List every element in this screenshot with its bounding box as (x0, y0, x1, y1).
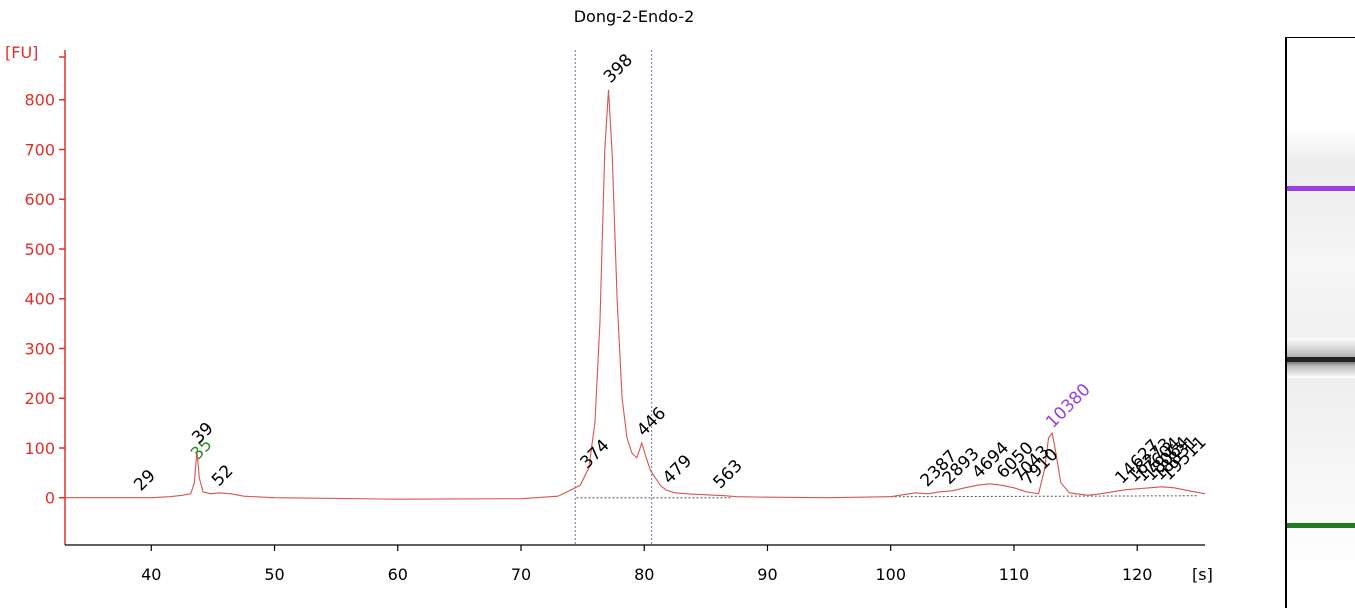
region-lines (575, 50, 651, 545)
peak-label: 374 (576, 436, 613, 473)
x-tick-label: 70 (511, 565, 531, 584)
x-tick-label: 50 (264, 565, 284, 584)
x-tick-label: 90 (757, 565, 777, 584)
x-axis-label: [s] (1192, 565, 1213, 584)
peak-label: 563 (710, 456, 747, 493)
gel-marker-low-band (1287, 523, 1355, 528)
chart-title: Dong-2-Endo-2 (574, 7, 695, 26)
y-tick-label: 700 (24, 140, 55, 159)
y-tick-label: 200 (24, 389, 55, 408)
y-tick-label: 0 (45, 489, 55, 508)
gel-marker-high-band (1287, 186, 1355, 191)
x-tick-label: 120 (1122, 565, 1153, 584)
peak-label: 52 (208, 461, 237, 490)
electropherogram-chart: Dong-2-Endo-2 [FU] [s] 0 100 200 300 400 500 6… (0, 0, 1270, 607)
peak-label: 479 (659, 451, 696, 488)
x-tick-label: 100 (875, 565, 906, 584)
gel-sample-band (1287, 357, 1355, 362)
x-tick-label: 60 (388, 565, 408, 584)
baseline-segment (891, 496, 1199, 497)
axes: 0 100 200 300 400 500 600 700 800 40 50 60 70 80 90 100… (24, 50, 1205, 584)
gel-lane (1285, 37, 1355, 608)
x-tick-label: 40 (141, 565, 161, 584)
x-tick-label: 110 (999, 565, 1030, 584)
peak-label: 446 (633, 403, 670, 440)
peak-label: 398 (600, 50, 637, 87)
y-tick-label: 300 (24, 339, 55, 358)
y-tick-label: 400 (24, 290, 55, 309)
peak-label: 10380 (1042, 380, 1094, 432)
peak-label: 29 (130, 466, 159, 495)
trace (65, 90, 1205, 499)
y-tick-label: 800 (24, 91, 55, 110)
y-axis-label: [FU] (5, 43, 38, 62)
y-tick-label: 600 (24, 190, 55, 209)
trace-line (65, 90, 1205, 499)
y-tick-label: 500 (24, 240, 55, 259)
y-tick-label: 100 (24, 439, 55, 458)
x-tick-label: 80 (634, 565, 654, 584)
